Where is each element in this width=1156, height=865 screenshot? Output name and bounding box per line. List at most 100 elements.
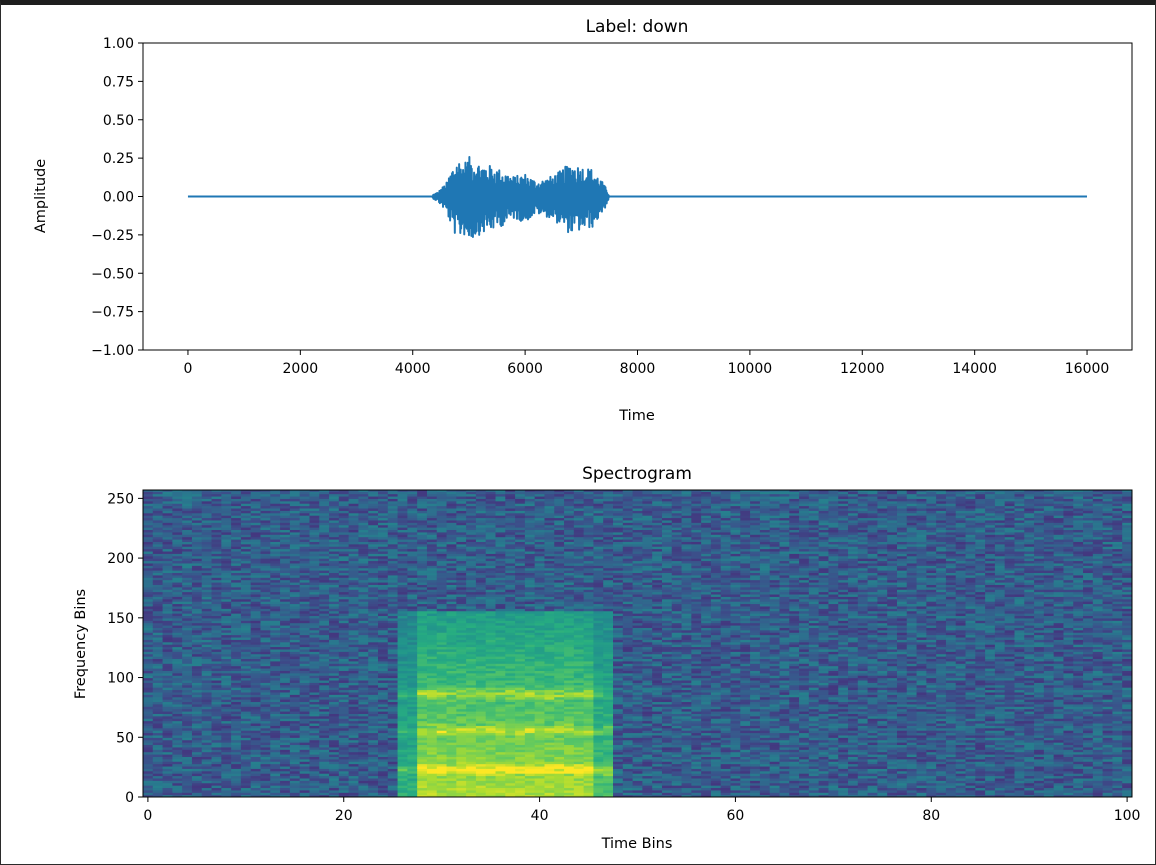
spectrogram-cell bbox=[240, 749, 252, 753]
spectrogram-cell bbox=[397, 715, 408, 719]
spectrogram-cell bbox=[475, 579, 487, 583]
spectrogram-cell bbox=[260, 789, 271, 793]
spectrogram-cell bbox=[280, 670, 291, 674]
spectrogram-cell bbox=[407, 596, 418, 600]
spectrogram-cell bbox=[407, 627, 418, 631]
spectrogram-cell bbox=[456, 701, 467, 705]
spectrogram-cell bbox=[270, 780, 281, 784]
spectrogram-cell bbox=[417, 527, 428, 531]
spectrogram-cell bbox=[446, 534, 457, 538]
spectrogram-cell bbox=[211, 605, 222, 609]
spectrogram-cell bbox=[378, 572, 389, 576]
spectrogram-cell bbox=[348, 785, 360, 789]
spectrogram-cell bbox=[172, 648, 183, 652]
spectrogram-cell bbox=[338, 732, 350, 736]
spectrogram-cell bbox=[387, 491, 399, 495]
spectrogram-cell bbox=[475, 672, 487, 676]
spectrogram-cell bbox=[397, 658, 408, 662]
spectrogram-cell bbox=[162, 667, 173, 671]
spectrogram-cell bbox=[250, 677, 262, 681]
spectrogram-cell bbox=[426, 734, 438, 738]
spectrogram-cell bbox=[426, 737, 438, 741]
spectrogram-cell bbox=[143, 598, 154, 602]
spectrogram-cell bbox=[201, 610, 213, 614]
spectrogram-cell bbox=[319, 675, 330, 679]
spectrogram-cell bbox=[309, 670, 320, 674]
spectrogram-cell bbox=[299, 780, 311, 784]
spectrogram-cell bbox=[505, 529, 516, 533]
spectrogram-cell bbox=[387, 515, 399, 519]
spectrogram-cell bbox=[397, 579, 408, 583]
spectrogram-cell bbox=[378, 641, 389, 645]
spectrogram-cell bbox=[358, 670, 369, 674]
spectrogram-cell bbox=[436, 739, 448, 743]
spectrogram-cell bbox=[270, 703, 281, 707]
spectrogram-cell bbox=[182, 773, 193, 777]
spectrogram-cell bbox=[280, 503, 291, 507]
spectrogram-cell bbox=[466, 656, 477, 660]
spectrogram-cell bbox=[436, 615, 448, 619]
spectrogram-cell bbox=[309, 527, 320, 531]
spectrogram-cell bbox=[172, 730, 183, 734]
spectrogram-cell bbox=[446, 722, 457, 726]
spectrogram-cell bbox=[329, 665, 340, 669]
spectrogram-cell bbox=[270, 627, 281, 631]
spectrogram-cell bbox=[260, 596, 271, 600]
spectrogram-cell bbox=[397, 756, 408, 760]
spectrogram-cell bbox=[446, 634, 457, 638]
spectrogram-cell bbox=[329, 739, 340, 743]
spectrogram-cell bbox=[338, 708, 350, 712]
spectrogram-cell bbox=[319, 768, 330, 772]
spectrogram-cell bbox=[280, 694, 291, 698]
spectrogram-cell bbox=[319, 689, 330, 693]
spectrogram-cell bbox=[446, 718, 457, 722]
spectrogram-cell bbox=[221, 670, 232, 674]
spectrogram-cell bbox=[211, 517, 222, 521]
spectrogram-cell bbox=[143, 710, 154, 714]
spectrogram-cell bbox=[426, 684, 438, 688]
spectrogram-cell bbox=[466, 546, 477, 550]
spectrogram-cell bbox=[309, 510, 320, 514]
spectrogram-cell bbox=[152, 581, 164, 585]
spectrogram-cell bbox=[231, 656, 242, 660]
spectrogram-cell bbox=[368, 495, 379, 499]
spectrogram-cell bbox=[211, 713, 222, 717]
spectrogram-cell bbox=[466, 739, 477, 743]
spectrogram-cell bbox=[338, 491, 350, 495]
spectrogram-cell bbox=[143, 703, 154, 707]
spectrogram-cell bbox=[475, 550, 487, 554]
spectrogram-cell bbox=[358, 761, 369, 765]
spectrogram-cell bbox=[495, 490, 506, 492]
spectrogram-cell bbox=[240, 739, 252, 743]
spectrogram-cell bbox=[182, 598, 193, 602]
spectrogram-cell bbox=[397, 543, 408, 547]
spectrogram-cell bbox=[505, 742, 516, 746]
spectrogram-cell bbox=[280, 527, 291, 531]
spectrogram-cell bbox=[495, 512, 506, 516]
spectrogram-cell bbox=[240, 710, 252, 714]
spectrogram-cell bbox=[348, 713, 360, 717]
spectrogram-cell bbox=[182, 507, 193, 511]
spectrogram-cell bbox=[407, 605, 418, 609]
spectrogram-cell bbox=[299, 763, 311, 767]
spectrogram-cell bbox=[231, 565, 242, 569]
spectrogram-cell bbox=[309, 560, 320, 564]
spectrogram-cell bbox=[378, 777, 389, 781]
spectrogram-cell bbox=[299, 495, 311, 499]
spectrogram-cell bbox=[358, 727, 369, 731]
spectrogram-cell bbox=[182, 617, 193, 621]
spectrogram-cell bbox=[280, 706, 291, 710]
spectrogram-cell bbox=[143, 773, 154, 777]
spectrogram-cell bbox=[456, 792, 467, 796]
spectrogram-cell bbox=[299, 589, 311, 593]
spectrogram-cell bbox=[397, 515, 408, 519]
spectrogram-cell bbox=[436, 682, 448, 686]
spectrogram-cell bbox=[515, 732, 526, 736]
spectrogram-cell bbox=[221, 763, 232, 767]
spectrogram-cell bbox=[417, 577, 428, 581]
spectrogram-cell bbox=[231, 758, 242, 762]
spectrogram-cell bbox=[417, 684, 428, 688]
spectrogram-cell bbox=[319, 617, 330, 621]
spectrogram-cell bbox=[515, 754, 526, 757]
spectrogram-cell bbox=[231, 601, 242, 605]
